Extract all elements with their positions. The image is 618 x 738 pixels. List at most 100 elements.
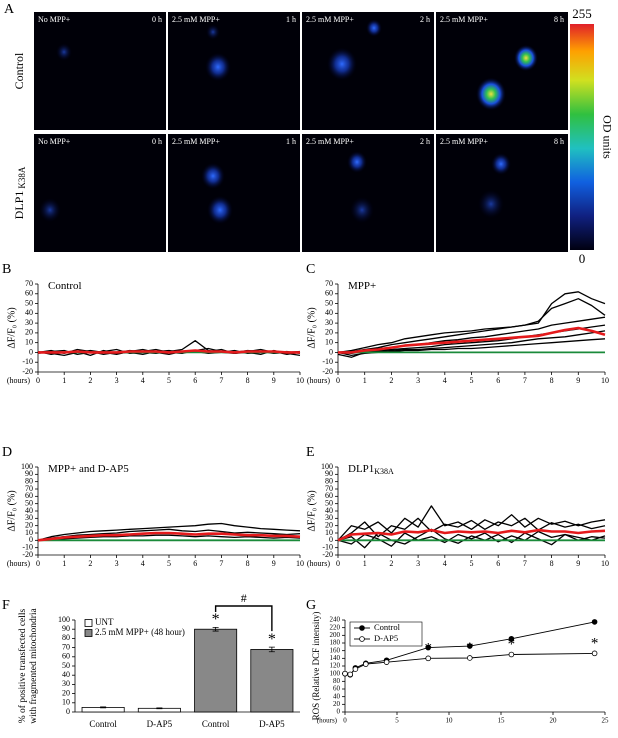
data-point [362, 661, 369, 667]
error-bar [156, 707, 163, 710]
trace [337, 330, 606, 358]
panel-letter: E [306, 445, 315, 460]
data-point [508, 651, 515, 658]
x-axis-label: (hours) [7, 376, 30, 385]
y-tick-label: 80 [62, 633, 70, 642]
y-tick-label: -20 [22, 550, 33, 559]
x-tick-label: 1 [363, 559, 367, 568]
data-point [425, 655, 432, 662]
panel-letter: G [306, 598, 316, 613]
data-point [466, 643, 473, 649]
y-tick-label: 0 [329, 347, 333, 356]
micrograph [436, 134, 568, 252]
y-tick-label: 60 [325, 289, 333, 298]
time-label: 8 h [554, 137, 564, 146]
x-tick-label: 9 [576, 376, 580, 385]
fluorescence-spot [205, 52, 231, 82]
x-tick-label: 10 [446, 717, 454, 725]
panel-title: Control [48, 280, 82, 292]
y-tick-label: 40 [25, 308, 33, 317]
x-tick-label: 6 [496, 559, 500, 568]
y-tick-label: -10 [322, 357, 333, 366]
row-label-subscript: K38A [17, 166, 27, 188]
y-axis-label: with fragmented mitochondria [28, 607, 39, 723]
y-tick-label: 60 [62, 652, 70, 661]
y-tick-label: 30 [62, 679, 70, 688]
y-axis-label: ΔF/F₀ (%) [6, 490, 17, 531]
y-tick-label: 40 [62, 670, 70, 679]
x-tick-label: 5 [470, 559, 474, 568]
x-tick-label: 8 [246, 559, 250, 568]
y-tick-label: 30 [25, 318, 33, 327]
x-tick-label: 6 [496, 376, 500, 385]
x-tick-label: 2 [389, 559, 393, 568]
y-tick-label: 0 [66, 707, 70, 716]
y-tick-label: 10 [325, 337, 333, 346]
x-tick-label: 4 [141, 376, 145, 385]
bracket-label: # [241, 591, 247, 605]
fluorescence-spot [350, 196, 374, 224]
condition-label: No MPP+ [38, 15, 71, 24]
trace [38, 534, 301, 541]
x-tick-label: D-AP5 [147, 719, 173, 729]
x-tick-label: 0 [343, 717, 347, 725]
y-tick-label: 50 [325, 298, 333, 307]
x-tick-label: 10 [296, 559, 304, 568]
panel-title: MPP+ [348, 280, 376, 292]
condition-label: 2.5 mM MPP+ [440, 15, 488, 24]
time-label: 2 h [420, 15, 430, 24]
error-bar [268, 646, 275, 653]
data-point [352, 666, 359, 672]
y-tick-label: 100 [21, 462, 33, 471]
y-tick-label: 220 [330, 623, 341, 631]
x-tick-label: 0 [36, 376, 40, 385]
y-axis-label: ΔF/F₀ (%) [306, 307, 317, 348]
y-tick-label: 90 [62, 624, 70, 633]
panel-letter: A [4, 2, 15, 17]
micrograph [34, 134, 166, 252]
panel-letter: C [306, 262, 315, 277]
x-tick-label: 8 [550, 376, 554, 385]
trace [337, 291, 606, 354]
x-axis-label: (hours) [7, 559, 30, 568]
row-label-text: Control [12, 52, 26, 89]
y-axis-label: ΔF/F₀ (%) [6, 307, 17, 348]
x-tick-label: 20 [550, 717, 558, 725]
y-tick-label: -10 [322, 542, 333, 551]
data-point [425, 644, 432, 651]
x-tick-label: 4 [141, 559, 145, 568]
y-tick-label: 50 [325, 498, 333, 507]
data-point [591, 650, 598, 657]
legend-label: UNT [95, 617, 114, 627]
fluorescence-spot [491, 153, 511, 175]
y-tick-label: 0 [29, 535, 33, 544]
micrograph [168, 134, 300, 252]
fluorescence-spot [478, 189, 504, 219]
data-point [347, 671, 354, 678]
time-label: 2 h [420, 137, 430, 146]
y-tick-label: 20 [25, 328, 33, 337]
y-tick-label: -10 [22, 357, 33, 366]
x-tick-label: 3 [416, 559, 420, 568]
y-tick-label: 20 [62, 688, 70, 697]
y-tick-label: 30 [325, 318, 333, 327]
x-tick-label: 10 [601, 376, 609, 385]
y-tick-label: 50 [62, 661, 70, 670]
row-label: Control [12, 52, 26, 89]
x-tick-label: 0 [336, 559, 340, 568]
y-tick-label: 70 [325, 279, 333, 288]
legend-swatch [84, 629, 93, 637]
y-tick-label: 10 [25, 528, 33, 537]
y-tick-label: 20 [325, 520, 333, 529]
y-tick-label: 180 [330, 639, 341, 647]
row-label: DLP1 K38A [12, 166, 27, 219]
x-tick-label: 3 [115, 376, 119, 385]
y-tick-label: 70 [325, 484, 333, 493]
x-tick-label: 5 [395, 717, 399, 725]
fluorescence-spot [206, 24, 220, 40]
y-tick-label: -20 [322, 550, 333, 559]
significance-label: * [424, 641, 432, 657]
x-tick-label: 9 [576, 559, 580, 568]
x-tick-label: 5 [167, 376, 171, 385]
comparison-bracket [214, 605, 273, 632]
